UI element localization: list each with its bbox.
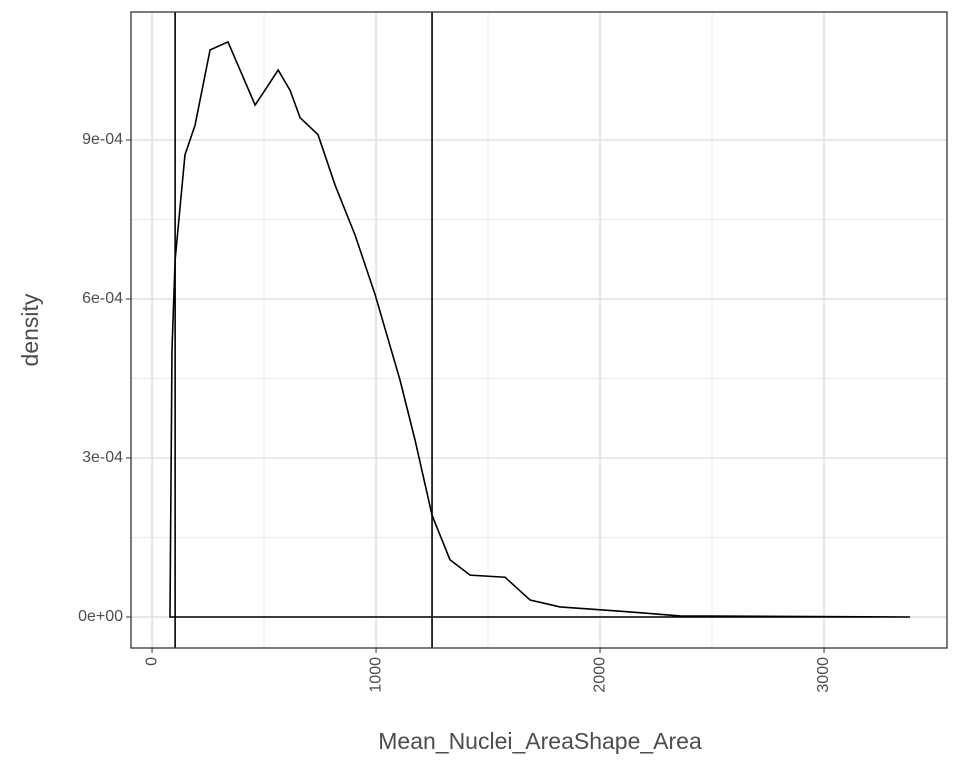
x-axis-title: Mean_Nuclei_AreaShape_Area [378,728,702,754]
panel-border [130,11,948,649]
x-tick-label: 2000 [591,657,608,693]
y-tick-label: 0e+00 [78,608,123,625]
y-axis-title: density [17,293,43,366]
y-tick-label: 6e-04 [82,290,123,307]
density-curve [169,40,911,618]
x-tick-label: 0 [143,657,160,666]
y-tick-label: 3e-04 [82,449,123,466]
x-tick-label: 3000 [815,657,832,693]
y-tick-label: 9e-04 [82,131,123,148]
x-tick-label: 1000 [367,657,384,693]
